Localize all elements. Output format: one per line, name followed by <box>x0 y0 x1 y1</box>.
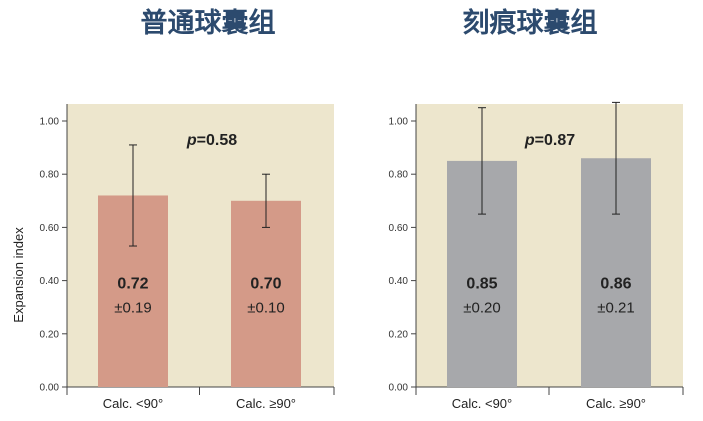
y-tick-label: 0.40 <box>389 276 409 287</box>
category-label: Calc. ≥90° <box>236 396 296 411</box>
data-label: 0.86 <box>600 276 631 293</box>
error-label: ±0.21 <box>597 300 634 317</box>
y-tick-label: 0.00 <box>389 383 409 394</box>
error-label: ±0.10 <box>247 300 284 317</box>
category-label: Calc. ≥90° <box>586 396 646 411</box>
category-label: Calc. <90° <box>452 396 512 411</box>
y-tick-label: 0.80 <box>389 170 409 181</box>
p-symbol: p <box>524 132 535 149</box>
error-label: ±0.19 <box>114 300 151 317</box>
p-value: =0.58 <box>197 132 238 149</box>
y-tick-label: 0.60 <box>389 223 409 234</box>
p-value-label: p=0.87 <box>524 132 575 149</box>
y-axis-label: Expansion index <box>11 227 26 323</box>
y-tick-label: 0.40 <box>40 276 60 287</box>
panel-title-left: 普通球囊组 <box>140 8 276 39</box>
y-tick-label: 0.20 <box>40 329 60 340</box>
y-tick-label: 0.80 <box>40 170 60 181</box>
data-label: 0.70 <box>250 276 281 293</box>
p-symbol: p <box>186 132 197 149</box>
chart-panel-left: 0.00 0.20 0.40 0.60 0.80 1.00 0.72 ±0.19 Calc. <… <box>40 104 335 411</box>
chart-panel-right: 0.00 0.20 0.40 0.60 0.80 1.00 0.85 ±0.20 Calc. <… <box>389 101 684 411</box>
y-tick-label: 0.60 <box>40 223 60 234</box>
data-label: 0.85 <box>466 276 497 293</box>
data-label: 0.72 <box>117 276 148 293</box>
error-label: ±0.20 <box>463 300 500 317</box>
p-value-label: p=0.58 <box>186 132 237 149</box>
y-tick-label: 0.00 <box>40 383 60 394</box>
bar <box>231 200 301 387</box>
panel-title-right: 刻痕球囊组 <box>462 8 598 39</box>
p-value: =0.87 <box>535 132 576 149</box>
category-label: Calc. <90° <box>103 396 163 411</box>
y-tick-label: 0.20 <box>389 329 409 340</box>
y-tick-label: 1.00 <box>40 117 60 128</box>
y-tick-label: 1.00 <box>389 117 409 128</box>
